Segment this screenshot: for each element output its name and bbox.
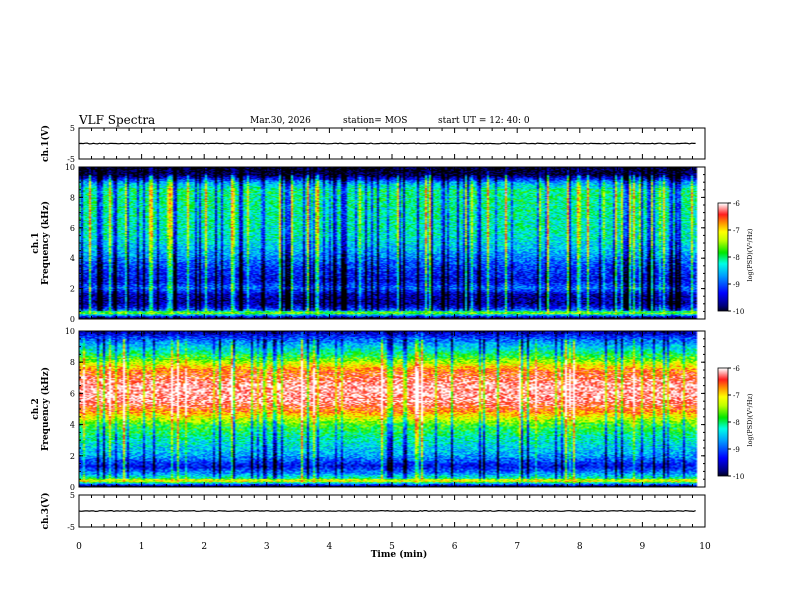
ch1-spectrogram-colorbar-tick-label: -8 <box>733 254 740 262</box>
ch2-spectrogram-ytick-label: 10 <box>65 327 75 336</box>
x-tick-label: 4 <box>327 542 333 552</box>
ch1-spectrogram-panel: 0 2 4 6 8 10 ch.1 Frequency (kHz) -6 -7 -8 -9 -10 log… <box>31 163 754 324</box>
x-tick-label: 6 <box>452 542 458 552</box>
ch3-waveform-ytick-label: -5 <box>67 523 75 532</box>
ch1-spectrogram-colorbar-tick-label: -7 <box>733 227 740 235</box>
x-tick-label: 8 <box>577 542 583 552</box>
ch1-spectrogram-ylabel: Frequency (kHz) <box>40 201 51 285</box>
ch3-waveform-ylabel: ch.3(V) <box>40 493 51 530</box>
ch1-spectrogram-ylabel: ch.1 <box>31 232 41 253</box>
ch1-waveform-ytick-label: -5 <box>67 155 75 164</box>
ch1-spectrogram-colorbar-tick-label: -6 <box>733 200 740 208</box>
ch1-spectrogram-ytick-label: 6 <box>70 224 75 233</box>
x-tick-label: 1 <box>139 542 145 552</box>
ch2-spectrogram-ytick-label: 2 <box>70 452 75 461</box>
x-tick-label: 7 <box>514 542 520 552</box>
x-tick-label: 2 <box>201 542 207 552</box>
ch3-waveform-ytick-label: 5 <box>70 491 75 500</box>
ch2-spectrogram-colorbar-tick-label: -6 <box>733 365 740 373</box>
ch3-waveform-trace <box>78 509 696 513</box>
ch2-spectrogram-colorbar-tick-label: -8 <box>733 419 740 427</box>
ch1-spectrogram-ytick-label: 2 <box>70 285 75 294</box>
ch1-spectrogram-image <box>79 167 705 319</box>
ch1-spectrogram-ytick-label: 0 <box>70 315 75 324</box>
ch1-spectrogram-colorbar-label: log(PSD)(V²/Hz) <box>746 228 754 281</box>
station-label: station= MOS <box>343 116 407 126</box>
ch1-spectrogram-colorbar-tick-label: -10 <box>733 308 744 316</box>
ch2-spectrogram-ytick-label: 4 <box>70 421 75 430</box>
ch2-spectrogram-colorbar-tick-label: -10 <box>733 473 744 481</box>
x-tick-label: 0 <box>76 542 82 552</box>
ch2-spectrogram-colorbar-label: log(PSD)(V²/Hz) <box>746 393 754 446</box>
x-tick-label: 10 <box>699 542 711 552</box>
ch2-spectrogram-ylabel: Frequency (kHz) <box>40 367 51 451</box>
x-tick-label: 3 <box>264 542 270 552</box>
ch2-spectrogram-ylabel: ch.2 <box>31 398 41 419</box>
ch2-spectrogram-ytick-label: 8 <box>70 358 75 367</box>
ch3-waveform-panel: 5 -5 ch.3(V) <box>40 491 706 532</box>
ch2-spectrogram-colorbar-tick-label: -9 <box>733 446 740 454</box>
ch2-spectrogram-colorbar-tick-label: -7 <box>733 392 740 400</box>
start-time-label: start UT = 12: 40: 0 <box>438 116 530 126</box>
ch1-spectrogram-ytick-label: 10 <box>65 163 75 172</box>
ch2-spectrogram-panel: 0 2 4 6 8 10 ch.2 Frequency (kHz) -6 -7 -8 -9 -10 log… <box>31 327 754 492</box>
date-label: Mar.30, 2026 <box>250 116 311 126</box>
figure-title: VLF Spectra <box>78 113 155 127</box>
ch1-colorbar <box>718 203 728 311</box>
ch2-colorbar <box>718 368 728 476</box>
ch1-waveform-ytick-label: 5 <box>70 124 75 133</box>
ch1-waveform-trace <box>78 142 696 145</box>
ch2-spectrogram-image <box>79 331 705 487</box>
x-axis-label: Time (min) <box>371 549 428 560</box>
ch2-spectrogram-ytick-label: 0 <box>70 483 75 492</box>
ch1-spectrogram-ytick-label: 4 <box>70 254 75 263</box>
ch1-waveform-panel: 5 -5 ch.1(V) <box>40 124 706 164</box>
ch2-spectrogram-ytick-label: 6 <box>70 389 75 398</box>
ch1-spectrogram-colorbar-tick-label: -9 <box>733 281 740 289</box>
ch1-waveform-ylabel: ch.1(V) <box>40 125 51 162</box>
x-tick-label: 9 <box>640 542 646 552</box>
ch1-spectrogram-ytick-label: 8 <box>70 193 75 202</box>
x-tick-label: 5 <box>389 542 395 552</box>
